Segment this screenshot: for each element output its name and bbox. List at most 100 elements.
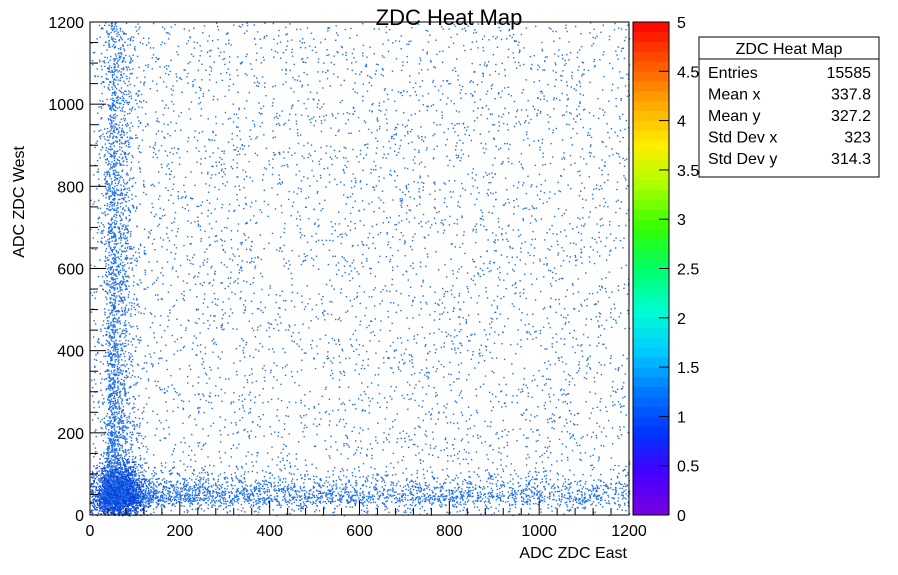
data-point — [588, 494, 591, 496]
data-point — [214, 235, 217, 237]
data-point — [371, 104, 373, 106]
data-point — [604, 165, 606, 167]
data-point — [146, 451, 148, 453]
data-point — [426, 375, 428, 377]
data-point — [368, 397, 370, 399]
data-point — [188, 273, 190, 275]
data-point — [372, 186, 374, 188]
data-point — [197, 69, 199, 72]
data-point — [509, 143, 511, 146]
data-point — [361, 492, 364, 495]
data-point — [337, 130, 339, 133]
data-point — [585, 272, 587, 274]
data-point — [395, 58, 398, 60]
data-point — [469, 81, 471, 83]
data-point — [331, 158, 333, 160]
data-point — [431, 224, 433, 226]
data-point — [597, 320, 599, 322]
data-point — [160, 298, 163, 300]
data-point — [405, 212, 408, 214]
data-point — [457, 488, 459, 490]
data-point — [139, 459, 141, 461]
data-point — [576, 413, 579, 415]
data-point — [491, 410, 493, 412]
data-point — [299, 218, 302, 221]
data-point — [458, 268, 460, 270]
data-point — [143, 362, 146, 364]
data-point — [340, 403, 342, 405]
data-point — [414, 156, 416, 158]
data-point — [361, 364, 364, 367]
data-point — [101, 68, 103, 71]
data-point — [125, 250, 128, 252]
data-point — [440, 346, 443, 349]
data-point — [187, 499, 190, 501]
data-point — [436, 145, 438, 147]
data-point — [589, 128, 591, 130]
data-point — [154, 380, 156, 382]
data-point — [555, 351, 557, 353]
data-point — [373, 289, 375, 291]
data-point — [330, 221, 332, 223]
data-point — [569, 52, 572, 54]
data-point — [244, 202, 247, 205]
data-point — [183, 345, 185, 348]
data-point — [244, 309, 246, 312]
data-point — [456, 422, 459, 424]
data-point — [161, 357, 163, 359]
data-point — [101, 276, 104, 278]
data-point — [345, 157, 347, 159]
data-point — [341, 46, 343, 49]
data-point — [320, 177, 322, 179]
data-point — [439, 124, 441, 126]
data-point — [488, 477, 490, 479]
data-point — [521, 242, 523, 245]
data-point — [563, 389, 565, 391]
data-point — [590, 464, 592, 467]
data-point — [598, 285, 601, 287]
data-point — [459, 195, 462, 197]
data-point — [404, 362, 406, 364]
data-point — [536, 194, 539, 196]
data-point — [551, 421, 553, 423]
data-point — [391, 278, 394, 281]
data-point — [246, 379, 248, 381]
data-point — [617, 388, 619, 391]
data-point — [481, 81, 483, 83]
data-point — [577, 217, 579, 219]
data-point — [620, 434, 623, 436]
data-point — [126, 125, 128, 127]
data-point — [525, 384, 527, 387]
data-point — [288, 453, 290, 455]
data-point — [362, 359, 364, 362]
data-point — [418, 63, 421, 65]
data-point — [99, 478, 101, 480]
data-point — [307, 156, 309, 159]
data-point — [239, 297, 241, 300]
data-point — [128, 372, 131, 374]
data-point — [506, 434, 508, 436]
data-point — [509, 28, 511, 31]
data-point — [96, 140, 99, 142]
data-point — [375, 439, 377, 442]
data-point — [501, 233, 503, 236]
data-point — [409, 508, 411, 510]
data-point — [248, 145, 250, 147]
data-point — [395, 223, 398, 226]
data-point — [452, 310, 454, 312]
data-point — [202, 262, 204, 264]
data-point — [381, 300, 383, 302]
data-point — [517, 205, 519, 207]
data-point — [347, 119, 349, 121]
data-point — [554, 85, 556, 87]
data-point — [625, 187, 627, 190]
data-point — [546, 264, 548, 266]
data-point — [583, 376, 586, 379]
data-point — [344, 486, 347, 488]
data-point — [313, 124, 315, 127]
data-point — [328, 181, 331, 183]
data-point — [300, 190, 302, 193]
data-point — [305, 464, 307, 466]
data-point — [224, 240, 226, 242]
data-point — [470, 334, 472, 337]
